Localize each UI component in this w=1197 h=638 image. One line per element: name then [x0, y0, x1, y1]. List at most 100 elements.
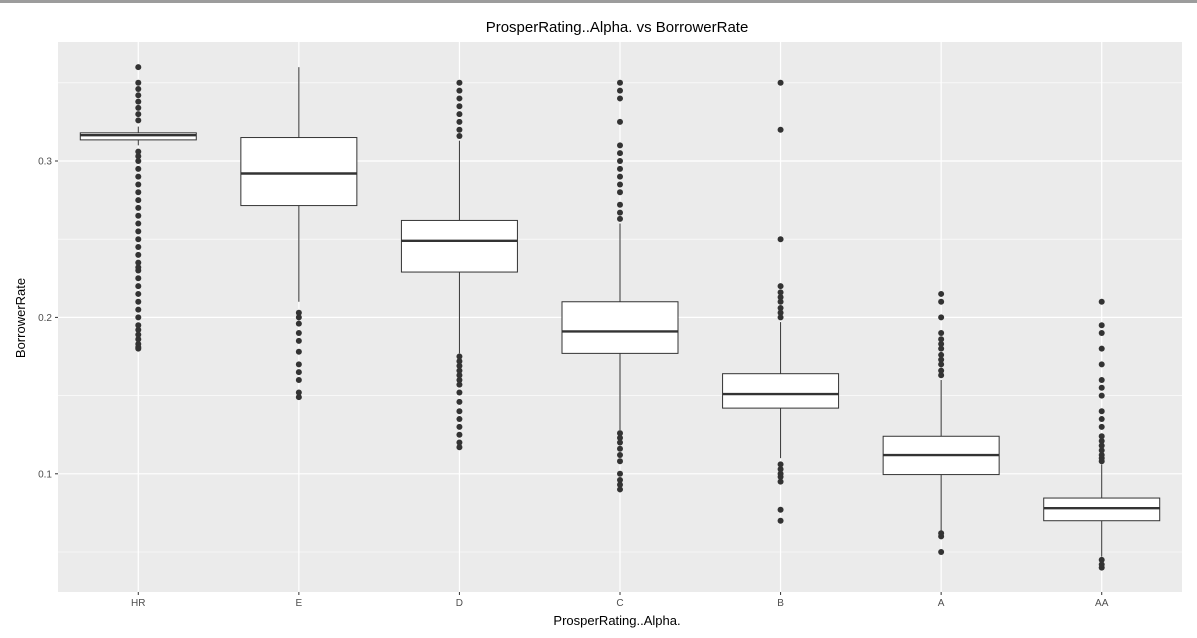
- outlier-point: [135, 220, 142, 227]
- outlier-point: [1098, 361, 1105, 368]
- outlier-point: [135, 153, 142, 160]
- outlier-point: [1098, 298, 1105, 305]
- outlier-point: [456, 132, 463, 139]
- outlier-point: [456, 431, 463, 438]
- x-tick-label: HR: [131, 598, 145, 609]
- outlier-point: [295, 309, 302, 316]
- outlier-point: [617, 439, 623, 446]
- outlier-point: [135, 336, 142, 343]
- outlier-point: [456, 416, 463, 423]
- outlier-point: [617, 201, 623, 208]
- outlier-point: [617, 95, 623, 102]
- outlier-point: [617, 215, 623, 222]
- outlier-point: [456, 79, 463, 86]
- outlier-point: [456, 103, 463, 110]
- outlier-point: [1098, 423, 1105, 430]
- outlier-point: [135, 290, 142, 297]
- box-iqr: [400, 219, 518, 273]
- outlier-point: [135, 275, 142, 282]
- outlier-point: [617, 481, 623, 488]
- outlier-point: [1098, 384, 1105, 391]
- outlier-point: [295, 394, 302, 401]
- outlier-point: [617, 486, 623, 493]
- outlier-point: [135, 165, 142, 172]
- outlier-point: [135, 326, 142, 333]
- box-a: [882, 290, 1000, 555]
- outlier-point: [135, 64, 142, 71]
- outlier-point: [456, 372, 463, 379]
- outlier-point: [1098, 322, 1105, 329]
- outlier-point: [135, 204, 142, 211]
- outlier-point: [777, 470, 784, 477]
- outlier-point: [295, 337, 302, 344]
- outlier-point: [617, 150, 623, 157]
- x-tick-label: E: [296, 598, 303, 609]
- outlier-point: [1098, 376, 1105, 383]
- outlier-point: [135, 306, 142, 313]
- outlier-point: [295, 389, 302, 396]
- outlier-point: [777, 314, 784, 321]
- outlier-point: [938, 336, 945, 343]
- outlier-point: [295, 369, 302, 376]
- outlier-point: [135, 111, 142, 118]
- outlier-point: [135, 117, 142, 124]
- outlier-point: [938, 372, 945, 379]
- outlier-point: [777, 126, 784, 133]
- outlier-point: [938, 298, 945, 305]
- box-layer: [79, 64, 1161, 571]
- outlier-point: [617, 445, 623, 452]
- x-tick-label: D: [456, 598, 463, 609]
- outlier-point: [1098, 452, 1105, 459]
- outlier-point: [1098, 416, 1105, 423]
- outlier-point: [135, 158, 142, 164]
- outlier-point: [135, 148, 142, 155]
- outlier-point: [617, 87, 623, 94]
- outlier-point: [617, 458, 623, 465]
- y-axis-title: BorrowerRate: [13, 278, 28, 358]
- outlier-point: [456, 353, 463, 360]
- outlier-point: [1098, 561, 1105, 568]
- outlier-point: [295, 314, 302, 321]
- outlier-point: [1098, 392, 1105, 399]
- outlier-point: [777, 517, 784, 524]
- x-tick-label: B: [777, 598, 784, 609]
- outlier-point: [777, 236, 784, 243]
- outlier-point: [617, 158, 623, 164]
- outlier-point: [1098, 345, 1105, 352]
- outlier-point: [135, 79, 142, 86]
- box-iqr: [722, 373, 840, 409]
- outlier-point: [777, 461, 784, 468]
- outlier-point: [938, 345, 945, 352]
- outlier-point: [135, 331, 142, 338]
- y-tick-label: 0.2: [38, 313, 52, 324]
- box-aa: [1043, 298, 1161, 571]
- box-c: [561, 79, 679, 493]
- outlier-point: [617, 452, 623, 459]
- outlier-point: [135, 259, 142, 266]
- outlier-point: [135, 298, 142, 305]
- outlier-point: [617, 118, 623, 125]
- outlier-point: [777, 294, 784, 301]
- outlier-point: [617, 477, 623, 484]
- outlier-point: [135, 189, 142, 196]
- outlier-point: [456, 358, 463, 365]
- outlier-point: [135, 98, 142, 105]
- outlier-point: [1098, 408, 1105, 415]
- outlier-point: [938, 314, 945, 321]
- outlier-point: [777, 305, 784, 312]
- y-tick-label: 0.3: [38, 157, 52, 168]
- outlier-point: [777, 283, 784, 290]
- outlier-point: [1098, 437, 1105, 444]
- outlier-point: [135, 228, 142, 235]
- outlier-point: [135, 236, 142, 243]
- chart-title: ProsperRating..Alpha. vs BorrowerRate: [486, 19, 749, 36]
- outlier-point: [135, 251, 142, 258]
- outlier-point: [456, 111, 463, 118]
- outlier-point: [938, 330, 945, 337]
- box-iqr: [240, 137, 358, 207]
- window-top-border: [0, 0, 1197, 3]
- box-e: [240, 67, 358, 401]
- outlier-point: [135, 104, 142, 111]
- outlier-point: [456, 118, 463, 125]
